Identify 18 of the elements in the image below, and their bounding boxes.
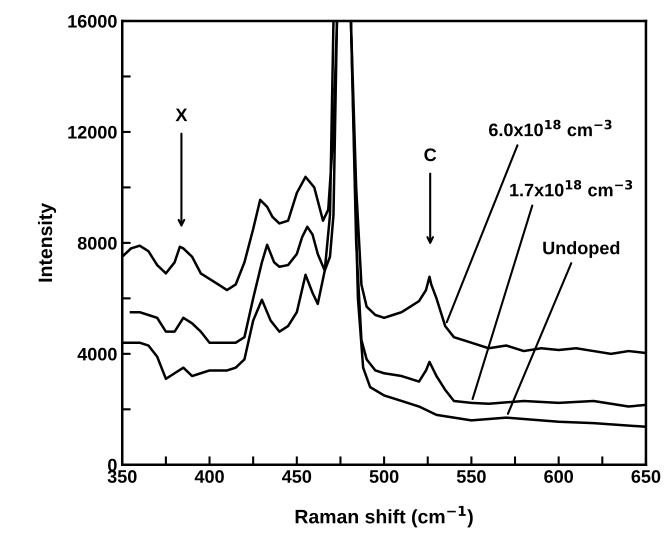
y-tick-label: 8000 xyxy=(78,236,117,250)
annotation: 1.7x10$^{18}$ cm$^{−3}$ xyxy=(510,180,632,196)
annotation: C xyxy=(424,148,436,162)
x-tick-label: 350 xyxy=(108,470,137,483)
x-tick-label: 450 xyxy=(282,470,312,483)
x-tick-label: 500 xyxy=(370,470,398,483)
annotation: Undoped xyxy=(543,241,620,258)
y-tick-label: 4000 xyxy=(77,348,117,361)
y-tick-label: 16000 xyxy=(68,14,117,28)
x-axis-title: Raman shift (cm$^{−1}$) xyxy=(296,506,473,528)
annotation: X xyxy=(176,108,188,122)
x-tick-label: 600 xyxy=(544,470,573,483)
annotation: 6.0x10$^{18}$ cm$^{−3}$ xyxy=(489,120,612,136)
x-tick-label: 550 xyxy=(456,470,486,483)
x-tick-label: 650 xyxy=(632,470,660,483)
y-axis-title: Intensity xyxy=(38,203,56,282)
x-tick-label: 400 xyxy=(194,470,224,483)
y-tick-label: 12000 xyxy=(68,126,117,139)
